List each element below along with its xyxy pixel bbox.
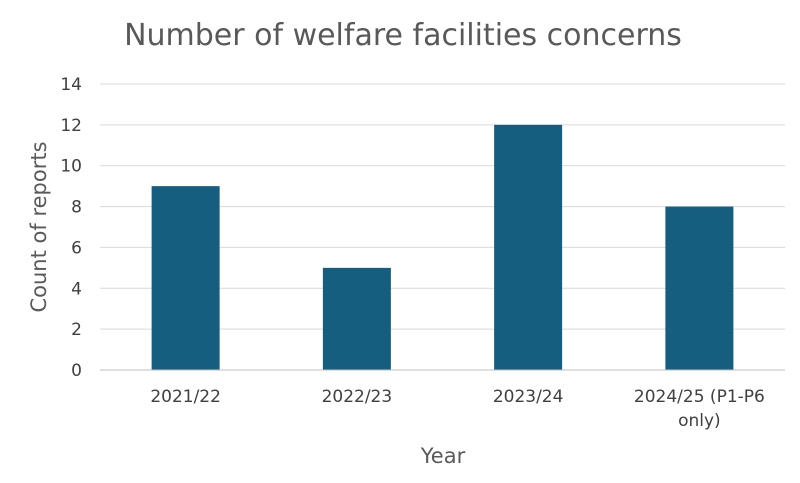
x-tick-label-line: 2024/25 (P1-P6 [634, 387, 765, 407]
x-tick-label-line: 2023/24 [493, 387, 564, 407]
y-axis-label: Count of reports [27, 141, 51, 312]
x-tick-label-line: only) [678, 411, 721, 431]
y-tick-label: 8 [71, 198, 82, 218]
bar-2022-23 [322, 267, 391, 370]
y-tick-label: 4 [71, 279, 82, 299]
x-axis-ticks: 2021/22 2022/23 2023/24 2024/25 (P1-P6 only) [150, 387, 765, 431]
x-tick-label-line: 2022/23 [322, 387, 393, 407]
y-tick-label: 14 [60, 75, 82, 95]
bars [151, 124, 734, 370]
bar-2024-25 [665, 206, 734, 370]
y-tick-label: 12 [60, 116, 82, 136]
bar-2021-22 [151, 186, 220, 370]
y-axis-ticks: 0 2 4 6 8 10 12 14 [60, 75, 82, 381]
x-tick-label: 2024/25 (P1-P6 only) [634, 387, 765, 431]
x-tick-label: 2022/23 [322, 387, 393, 407]
y-tick-label: 6 [71, 238, 82, 258]
x-tick-label-line: 2021/22 [150, 387, 221, 407]
y-tick-label: 0 [71, 361, 82, 381]
y-tick-label: 10 [60, 157, 82, 177]
bar-2023-24 [494, 124, 563, 370]
y-tick-label: 2 [71, 320, 82, 340]
x-axis-label: Year [420, 444, 466, 468]
chart-title: Number of welfare facilities concerns [124, 18, 682, 53]
x-tick-label: 2023/24 [493, 387, 564, 407]
x-tick-label: 2021/22 [150, 387, 221, 407]
